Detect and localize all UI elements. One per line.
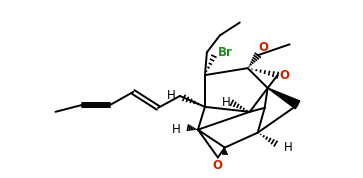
Polygon shape xyxy=(268,88,300,109)
Text: O: O xyxy=(213,159,223,172)
Text: H: H xyxy=(284,141,292,154)
Text: H: H xyxy=(167,90,176,103)
Text: H: H xyxy=(222,96,231,109)
Text: O: O xyxy=(259,41,269,54)
Text: O: O xyxy=(280,69,290,82)
Text: Br: Br xyxy=(218,46,233,59)
Text: H: H xyxy=(172,123,181,136)
